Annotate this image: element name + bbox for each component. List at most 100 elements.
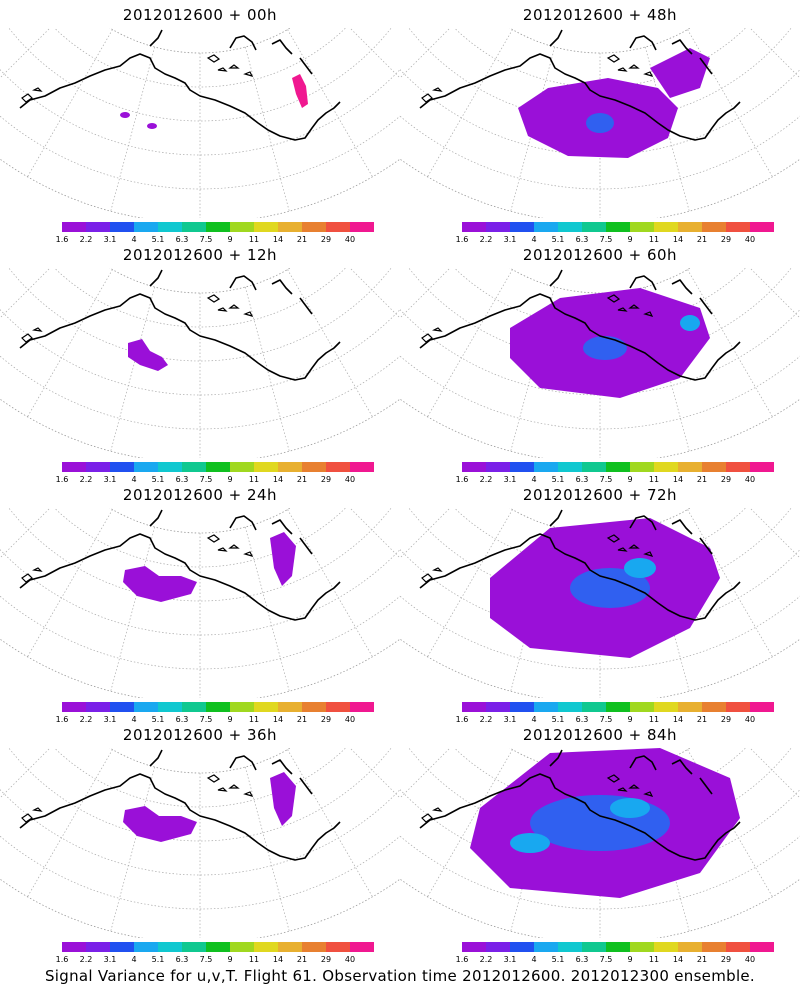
colorbar-swatch [678,702,702,712]
latitude-line [400,309,800,396]
colorbar-tick-label: 40 [344,955,356,964]
colorbar-tick-label: 21 [296,475,308,484]
colorbar-swatch [326,462,350,472]
panel-title: 2012012600 + 36h [122,726,278,744]
coastline [419,509,741,621]
colorbar-tick-label: 14 [272,715,284,724]
colorbar-swatch [278,462,302,472]
colorbar-swatch [302,222,326,232]
colorbar-labels: 1.6 2.2 3.1 4 5.1 6.3 7.5 9 11 14 21 29 40 [456,475,762,485]
colorbar-swatch [462,702,486,712]
colorbar-swatch [486,462,510,472]
colorbar-tick-label: 4 [131,475,137,484]
colorbar-swatch [62,942,86,952]
colorbar-tick-label: 4 [531,715,537,724]
colorbar-tick-label: 6.3 [575,235,589,244]
colorbar-tick-label: 2.2 [479,955,493,964]
colorbar-tick-label: 21 [296,955,308,964]
longitude-line [287,269,373,417]
colorbar-tick-label: 2.2 [79,475,93,484]
colorbar-tick-label: 3.1 [503,235,517,244]
colorbar-swatch [206,222,230,232]
colorbar-tick-label: 14 [672,235,684,244]
coastline [419,29,741,141]
colorbar-swatch [558,942,582,952]
longitude-line [427,29,513,177]
colorbar-swatch [326,222,350,232]
longitude-line [349,508,400,559]
colorbar-tick-label: 5.1 [151,475,165,484]
colorbar-swatch [230,942,254,952]
colorbar-swatch [134,702,158,712]
colorbar [62,702,374,712]
map-panel: 2012012600 + 48h 1.6 2.2 3.1 4 5.1 6.3 7.5 9 11 14… [400,0,800,244]
colorbar-tick-label: 40 [744,955,756,964]
coastline [19,509,341,621]
colorbar-tick-label: 5.1 [551,955,565,964]
variance-map [0,508,400,698]
colorbar-swatch [750,462,774,472]
colorbar [62,942,374,952]
variance-map [0,748,400,938]
colorbar-swatch [750,222,774,232]
colorbar-swatch [534,462,558,472]
colorbar-tick-label: 6.3 [175,475,189,484]
colorbar-swatch [582,222,606,232]
colorbar-tick-label: 29 [320,955,332,964]
colorbar-swatch [702,702,726,712]
colorbar-swatch [182,702,206,712]
coastline [19,269,341,381]
colorbar-tick-label: 29 [320,235,332,244]
colorbar-tick-label: 5.1 [151,235,165,244]
coastline [19,749,341,861]
colorbar-swatch [206,702,230,712]
panel-title: 2012012600 + 72h [522,486,678,504]
colorbar-swatch [534,942,558,952]
colorbar-tick-label: 40 [344,715,356,724]
colorbar [62,222,374,232]
colorbar-tick-label: 1.6 [55,475,69,484]
colorbar-tick-label: 7.5 [599,955,613,964]
colorbar-tick-label: 9 [227,235,233,244]
colorbar-tick-label: 1.6 [55,235,69,244]
colorbar-swatch [302,702,326,712]
colorbar-tick-label: 11 [248,955,260,964]
colorbar-tick-label: 21 [296,235,308,244]
longitude-line [749,268,800,319]
colorbar-swatch [158,702,182,712]
colorbar-tick-label: 9 [627,955,633,964]
longitude-line [287,29,373,177]
colorbar [462,942,774,952]
colorbar-swatch [630,942,654,952]
map-panel: 2012012600 + 72h 1.6 2.2 3.1 4 5.1 6.3 7.5 9 11 14… [400,480,800,724]
colorbar [62,462,374,472]
colorbar-tick-label: 21 [696,235,708,244]
colorbar-tick-label: 4 [131,955,137,964]
variance-field [128,339,168,371]
colorbar-swatch [86,942,110,952]
colorbar-tick-label: 29 [720,235,732,244]
variance-field [518,48,710,158]
colorbar-swatch [630,702,654,712]
colorbar-swatch [62,222,86,232]
longitude-line [349,748,400,799]
panel-title: 2012012600 + 00h [122,6,278,24]
graticule [0,748,400,938]
colorbar-swatch [278,942,302,952]
colorbar-tick-label: 4 [531,235,537,244]
latitude-line [400,69,800,156]
longitude-line [400,28,451,79]
colorbar-tick-label: 40 [744,715,756,724]
colorbar-tick-label: 4 [131,235,137,244]
colorbar-tick-label: 6.3 [575,475,589,484]
colorbar-swatch [462,462,486,472]
longitude-line [0,508,51,559]
colorbar-swatch [110,702,134,712]
colorbar-tick-label: 21 [696,955,708,964]
longitude-line [27,509,113,657]
colorbar-tick-label: 3.1 [103,475,117,484]
colorbar-swatch [134,462,158,472]
colorbar-swatch [558,462,582,472]
colorbar-tick-label: 4 [531,475,537,484]
latitude-line [400,595,800,670]
